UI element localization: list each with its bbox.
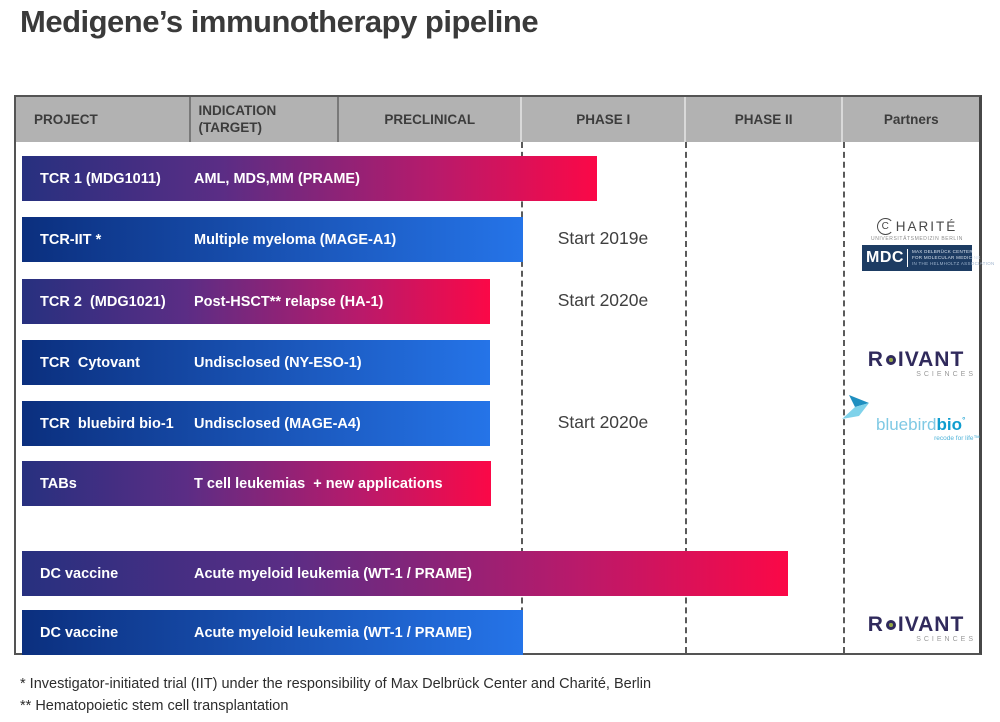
charite-c-ring-icon: C [876, 218, 894, 235]
pipeline-bar-tabs: TABs T cell leukemias + new applications [22, 461, 491, 506]
pipeline-bar-tcr-cytovant: TCR Cytovant Undisclosed (NY-ESO-1) [22, 340, 490, 385]
table-header-row: PROJECT INDICATION (TARGET) PRECLINICAL … [16, 97, 979, 142]
column-header-project: PROJECT [34, 112, 98, 127]
indication-label: Undisclosed (MAGE-A4) [194, 415, 361, 432]
pipeline-bar-tcr-bluebird: TCR bluebird bio-1 Undisclosed (MAGE-A4) [22, 401, 490, 446]
roivant-logo-subtitle: SCIENCES [916, 371, 976, 378]
bluebird-logo-wordmark: bluebirdbio° [876, 415, 966, 434]
indication-label: Acute myeloid leukemia (WT-1 / PRAME) [194, 565, 472, 582]
column-header-phase2: PHASE II [683, 97, 842, 142]
project-label: TCR-IIT * [40, 231, 102, 248]
stage-divider-phase2-partners [843, 142, 845, 653]
pipeline-bar-dc-vaccine-1: DC vaccine Acute myeloid leukemia (WT-1 … [22, 551, 788, 596]
indication-label: Acute myeloid leukemia (WT-1 / PRAME) [194, 624, 472, 641]
pipeline-bar-tcr2: TCR 2 (MDG1021) Post-HSCT** relapse (HA-… [22, 279, 490, 324]
indication-label: AML, MDS,MM (PRAME) [194, 170, 360, 187]
roivant-logo-wordmark: R IVANT [867, 348, 965, 371]
charite-logo: C HARITÉ UNIVERSITÄTSMEDIZIN BERLIN [856, 218, 978, 242]
pipeline-bar-tcr-iit: TCR-IIT * Multiple myeloma (MAGE-A1) [22, 217, 523, 262]
column-header-indication-label: INDICATION (TARGET) [198, 102, 277, 135]
project-label: TABs [40, 475, 77, 492]
charite-logo-subtitle: UNIVERSITÄTSMEDIZIN BERLIN [871, 236, 963, 242]
stage-divider-preclinical-phase1 [521, 142, 523, 653]
pipeline-bar-tcr1: TCR 1 (MDG1011) AML, MDS,MM (PRAME) [22, 156, 597, 201]
mdc-logo-abbr: MDC [866, 249, 908, 267]
stage-divider-phase1-phase2 [685, 142, 687, 653]
project-label: TCR bluebird bio-1 [40, 415, 174, 432]
phase-start-note-2020-tcr2: Start 2020e [557, 290, 649, 310]
mdc-logo: MDC MAX DELBRÜCK CENTER FOR MOLECULAR ME… [862, 245, 994, 271]
mdc-logo-lines: MAX DELBRÜCK CENTER FOR MOLECULAR MEDICI… [911, 249, 995, 266]
column-header-partners: Partners [841, 97, 979, 142]
project-label: TCR 1 (MDG1011) [40, 170, 161, 187]
bluebirdbio-logo: bluebirdbio° recode for life™ [842, 395, 986, 442]
indication-label: T cell leukemias + new applications [194, 475, 443, 492]
project-label: DC vaccine [40, 565, 119, 582]
column-header-indication: INDICATION (TARGET) [188, 97, 338, 142]
roivant-o-icon [885, 355, 896, 365]
pipeline-bar-dc-vaccine-2: DC vaccine Acute myeloid leukemia (WT-1 … [22, 610, 523, 655]
roivant-logo-2: R IVANT SCIENCES [852, 613, 980, 643]
column-header-phase1: PHASE I [520, 97, 683, 142]
indication-label: Post-HSCT** relapse (HA-1) [194, 293, 384, 310]
indication-label: Multiple myeloma (MAGE-A1) [194, 231, 397, 248]
project-label: TCR 2 (MDG1021) [40, 293, 166, 310]
indication-label: Undisclosed (NY-ESO-1) [194, 354, 362, 371]
footnote-iit: * Investigator-initiated trial (IIT) und… [20, 676, 652, 692]
page-title: Medigene’s immunotherapy pipeline [20, 4, 539, 39]
roivant-logo-wordmark: R IVANT [867, 613, 965, 636]
phase-start-note-2020-bluebird: Start 2020e [557, 412, 649, 432]
roivant-logo: R IVANT SCIENCES [852, 348, 980, 378]
project-label: TCR Cytovant [40, 354, 140, 371]
column-header-preclinical: PRECLINICAL [337, 97, 520, 142]
footnote-hsct: ** Hematopoietic stem cell transplantati… [20, 698, 289, 714]
project-label: DC vaccine [40, 624, 119, 641]
bluebird-bird-icon [842, 395, 869, 419]
phase-start-note-2019: Start 2019e [557, 228, 649, 248]
charite-logo-wordmark: C HARITÉ [856, 218, 978, 235]
pipeline-table: PROJECT INDICATION (TARGET) PRECLINICAL … [14, 95, 994, 655]
roivant-o-icon [885, 620, 896, 630]
bluebird-logo-tagline: recode for life™ [934, 435, 980, 442]
roivant-logo-subtitle: SCIENCES [916, 636, 976, 643]
